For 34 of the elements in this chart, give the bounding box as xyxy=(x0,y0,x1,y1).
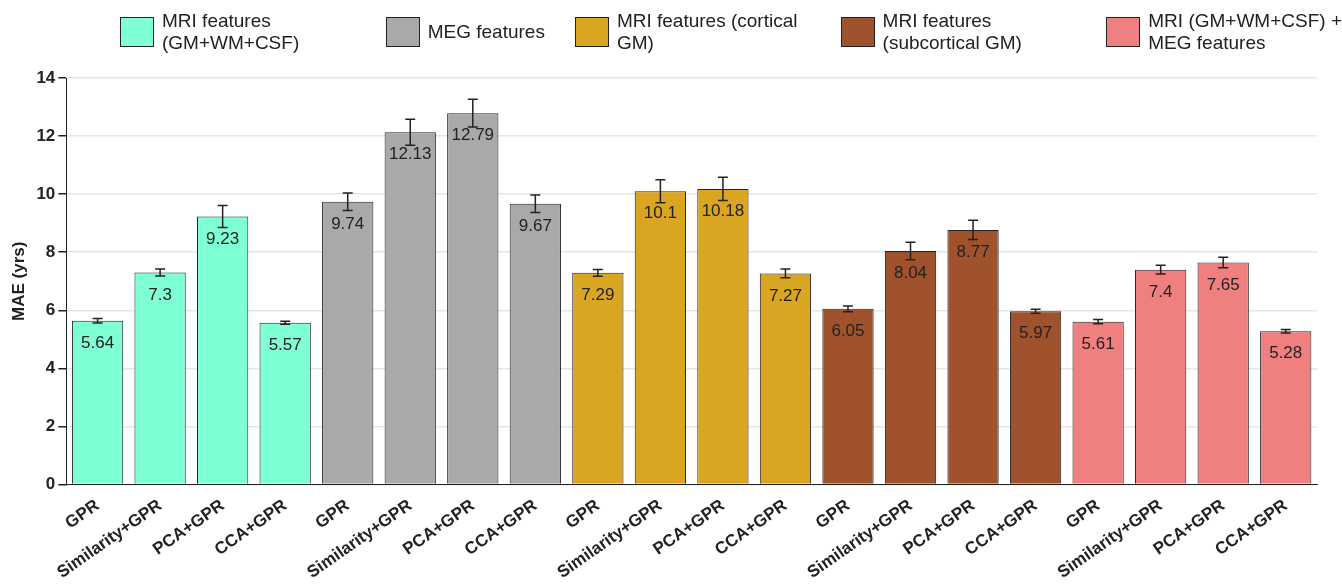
legend-label: MRI features (GM+WM+CSF) xyxy=(162,10,301,54)
legend-label: MRI (GM+WM+CSF) + MEG features xyxy=(1148,10,1342,54)
data-label: 9.23 xyxy=(206,228,240,248)
y-tick-label: 8 xyxy=(45,241,56,261)
y-tick-label: 0 xyxy=(45,474,56,494)
data-label: 5.97 xyxy=(1019,323,1053,343)
data-label: 12.13 xyxy=(388,144,432,164)
data-label: 7.3 xyxy=(148,284,172,304)
data-label: 7.27 xyxy=(768,285,802,305)
data-label: 8.04 xyxy=(893,263,928,283)
data-label: 7.29 xyxy=(581,285,615,305)
y-tick-label: 10 xyxy=(36,183,56,203)
data-label: 5.61 xyxy=(1081,333,1115,353)
data-label: 9.74 xyxy=(331,213,365,233)
data-label: 5.57 xyxy=(268,335,302,354)
y-tick-label: 14 xyxy=(36,67,56,87)
data-label: 5.28 xyxy=(1269,343,1303,363)
data-label: 10.18 xyxy=(701,201,745,221)
legend-label: MRI features (subcortical GM) xyxy=(882,10,1023,54)
data-label: 6.05 xyxy=(831,321,865,341)
data-label: 9.67 xyxy=(518,215,552,235)
y-tick-label: 6 xyxy=(45,300,56,320)
legend-label: MEG features xyxy=(427,21,545,43)
y-tick-label: 2 xyxy=(45,416,56,436)
data-label: 8.77 xyxy=(956,242,990,262)
data-label: 5.64 xyxy=(81,332,115,352)
legend-label: MRI features (cortical GM) xyxy=(616,10,799,54)
y-tick-label: 4 xyxy=(45,358,56,378)
data-label: 7.4 xyxy=(1148,281,1173,301)
data-label: 7.65 xyxy=(1206,274,1240,294)
data-label: 12.79 xyxy=(451,125,495,145)
data-label: 10.1 xyxy=(643,203,677,223)
y-axis-title: MAE (yrs) xyxy=(8,241,28,321)
y-tick-label: 12 xyxy=(36,125,56,145)
